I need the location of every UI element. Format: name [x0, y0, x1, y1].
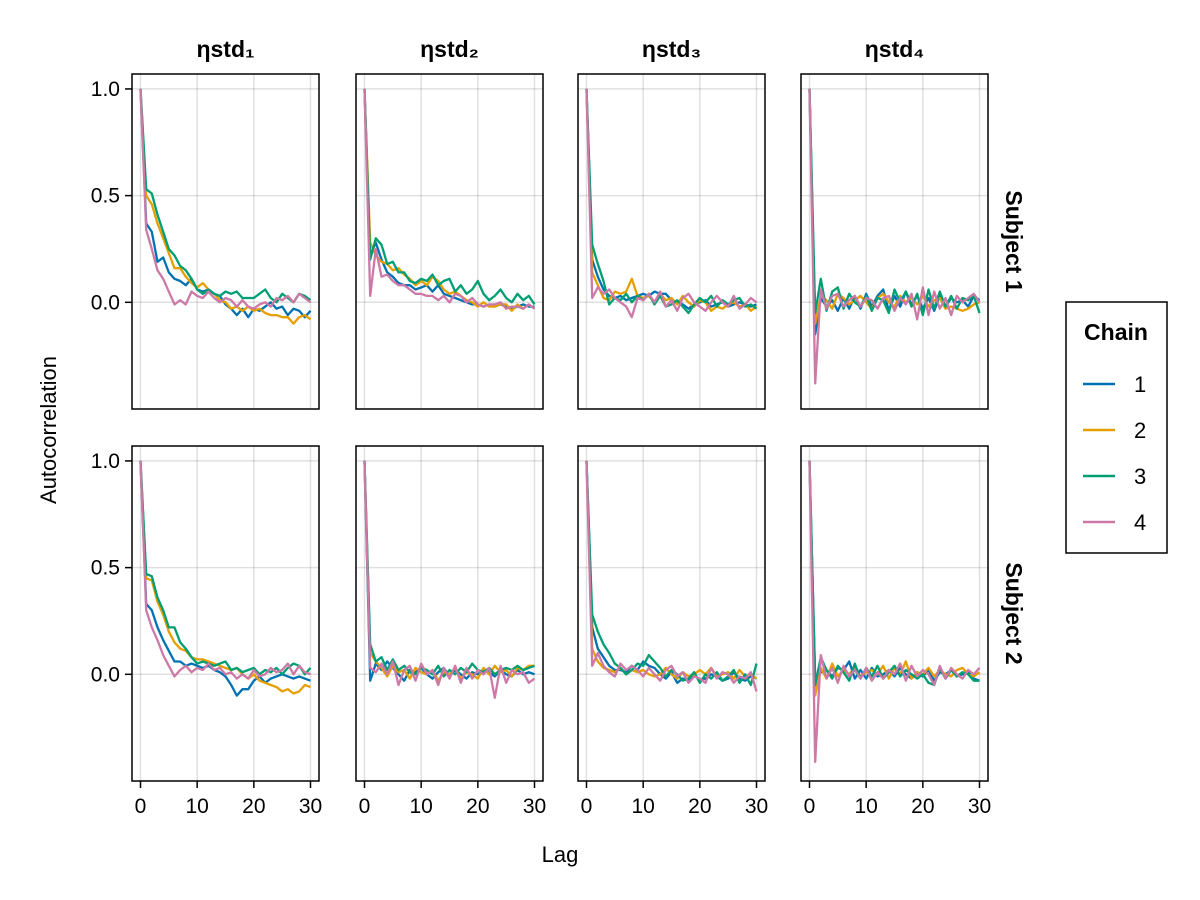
legend-title: Chain	[1084, 319, 1148, 345]
panel-frame	[800, 445, 989, 782]
legend-label-chain-3: 3	[1134, 464, 1146, 489]
panel-frame	[355, 445, 544, 782]
series-line-chain-2	[363, 88, 536, 312]
series-line-chain-4	[808, 460, 981, 763]
column-title-1: ηstd₁	[196, 36, 254, 62]
series-line-chain-4	[139, 88, 312, 310]
series-line-chain-3	[363, 88, 536, 306]
row-title-subject-1: Subject 1	[1001, 190, 1027, 292]
series-line-chain-3	[363, 460, 535, 678]
series-line-chain-2	[363, 460, 535, 682]
series-line-chain-1	[585, 88, 757, 310]
x-tick-label: 10	[854, 795, 877, 818]
series-line-chain-3	[585, 88, 758, 315]
x-axis-label: Lag	[542, 842, 579, 867]
x-tick-label: 0	[135, 795, 147, 818]
legend-label-chain-4: 4	[1134, 510, 1146, 535]
panel-subject-2-col3: 0 10 20 30	[577, 445, 768, 818]
series-line-chain-2	[585, 460, 758, 680]
series-line-chain-2	[139, 460, 311, 695]
x-tick-label: 20	[242, 795, 265, 818]
y-tick-label: 1.0	[91, 450, 120, 473]
series-line-chain-1	[363, 88, 535, 310]
column-title-2: ηstd₂	[420, 36, 479, 62]
x-tick-label: 20	[466, 795, 489, 818]
panel-subject-2-col1: 0.0 0.5 1.0 0 10 20 30	[91, 445, 322, 818]
series-line-chain-2	[139, 88, 312, 325]
panel-subject-1-col3	[577, 73, 766, 410]
x-tick-label: 10	[409, 795, 432, 818]
series-line-chain-2	[585, 88, 758, 312]
panel-subject-1-col2	[355, 73, 544, 410]
x-tick-label: 30	[745, 795, 768, 818]
panel-subject-1-col1: 0.0 0.5 1.0	[91, 73, 320, 410]
x-tick-label: 30	[299, 795, 322, 818]
series-line-chain-4	[808, 88, 981, 385]
legend-label-chain-1: 1	[1134, 372, 1146, 397]
y-tick-label: 0.0	[91, 663, 120, 686]
legend-box	[1065, 301, 1168, 554]
x-tick-label: 20	[911, 795, 934, 818]
panel-frame	[355, 73, 544, 410]
series-line-chain-4	[585, 88, 758, 319]
x-tick-label: 30	[523, 795, 546, 818]
column-title-4: ηstd₄	[865, 36, 925, 62]
series-line-chain-3	[808, 88, 981, 317]
series-line-chain-4	[585, 460, 758, 692]
x-tick-label: 10	[185, 795, 208, 818]
x-tick-label: 0	[581, 795, 593, 818]
series-line-chain-3	[808, 460, 980, 687]
series-line-chain-1	[808, 88, 981, 336]
panels-layer: ηstd₁ ηstd₂ ηstd₃ ηstd₄ Subject 1 Subject 2 0.…	[91, 36, 1027, 818]
x-tick-label: 0	[804, 795, 816, 818]
series-line-chain-4	[363, 88, 536, 310]
series-line-chain-3	[139, 88, 312, 304]
legend: Chain 1 2 3 4	[1065, 301, 1168, 554]
y-tick-label: 0.5	[91, 557, 120, 580]
series-line-chain-2	[808, 460, 981, 697]
panel-subject-2-col4: 0 10 20 30	[800, 445, 991, 818]
panel-frame	[800, 73, 989, 410]
y-tick-label: 0.5	[91, 185, 120, 208]
series-line-chain-4	[363, 460, 536, 699]
series-line-chain-1	[808, 460, 980, 682]
panel-frame	[577, 73, 766, 410]
y-tick-label: 1.0	[91, 78, 120, 101]
row-title-subject-2: Subject 2	[1001, 562, 1027, 664]
series-line-chain-1	[585, 460, 757, 684]
x-tick-label: 30	[968, 795, 991, 818]
x-tick-label: 20	[688, 795, 711, 818]
series-line-chain-3	[585, 460, 758, 687]
panel-frame	[577, 445, 766, 782]
y-axis-label: Autocorrelation	[36, 356, 61, 504]
column-title-3: ηstd₃	[642, 36, 701, 62]
x-tick-label: 10	[631, 795, 654, 818]
panel-subject-2-col2: 0 10 20 30	[355, 445, 546, 818]
panel-subject-1-col4	[800, 73, 989, 410]
series-line-chain-4	[139, 460, 311, 680]
panel-frame	[131, 73, 320, 410]
x-tick-label: 0	[359, 795, 371, 818]
series-line-chain-1	[139, 88, 312, 319]
legend-label-chain-2: 2	[1134, 418, 1146, 443]
panel-frame	[131, 445, 320, 782]
legend-entries: 1 2 3 4	[1083, 372, 1146, 535]
series-line-chain-3	[139, 460, 312, 676]
y-tick-label: 0.0	[91, 291, 120, 314]
series-line-chain-1	[363, 460, 535, 682]
